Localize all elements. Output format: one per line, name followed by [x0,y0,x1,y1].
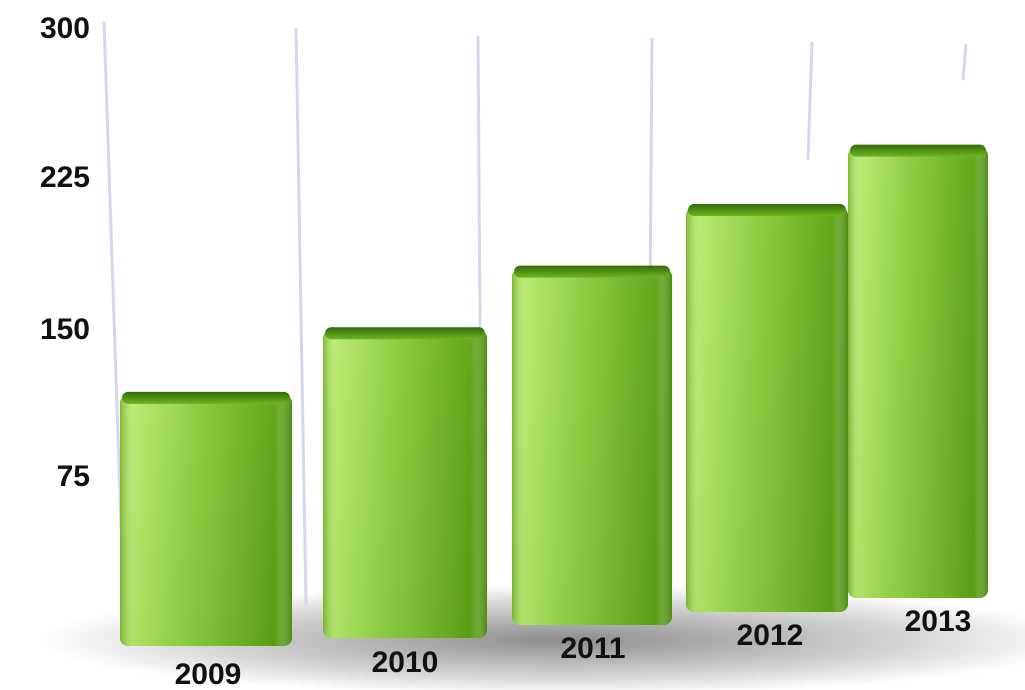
grid-line [648,37,654,301]
grid-line [806,41,814,161]
bar-2009 [120,391,292,646]
y-tick-label: 225 [40,161,90,194]
bar-cap [688,204,846,216]
x-axis-ticks: 2009 2010 2011 2012 2013 [175,605,972,690]
bar-2010 [323,327,487,638]
x-tick-label: 2012 [737,619,804,652]
x-tick-label: 2009 [175,658,242,690]
bar-2013 [848,144,988,598]
bars [120,144,988,646]
y-tick-label: 150 [40,313,90,346]
y-tick-label: 300 [40,12,90,45]
x-tick-label: 2011 [560,632,625,665]
bar-cap [325,327,485,340]
bar-sheen [120,394,292,646]
y-axis-ticks: 75 150 225 300 [40,12,90,493]
x-tick-label: 2010 [372,646,439,679]
grid-line [294,27,308,606]
bar-cap [122,391,290,404]
bar-2012 [686,204,848,612]
bar-2011 [512,265,672,625]
y-tick-label: 75 [57,460,90,493]
bar-cap [514,265,670,278]
bar-sheen [848,147,988,598]
grid-line [961,43,968,81]
x-tick-label: 2013 [905,605,972,638]
bar-sheen [512,268,672,625]
bar-cap [850,144,986,157]
bar-sheen [686,207,848,612]
bar-sheen [323,330,487,638]
